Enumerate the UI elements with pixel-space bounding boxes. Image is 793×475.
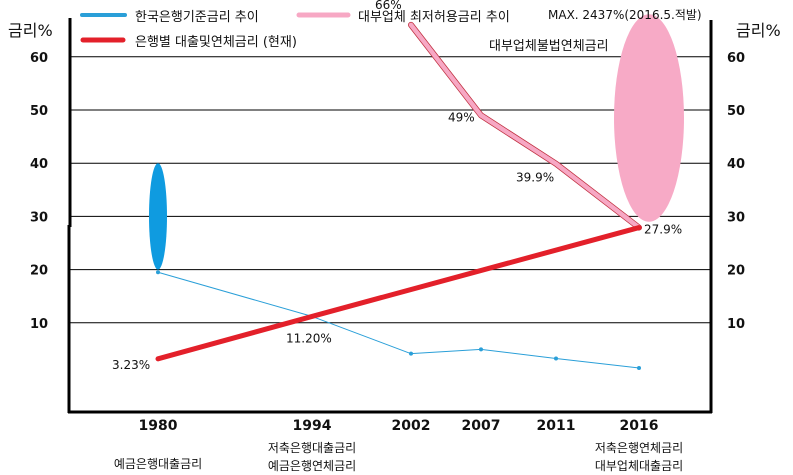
series-line-base-rate: [157, 271, 640, 369]
legend: 한국은행기준금리 추이 대부업체 최저허용금리 추이 은행별 대출및연체금리 (…: [80, 9, 510, 50]
x-tick-1994: 1994: [293, 418, 332, 434]
y-tick-right-40: 40: [727, 157, 745, 172]
highlight-ellipses: [149, 14, 684, 270]
series-lines: [155, 21, 642, 371]
y-tick-right-60: 60: [727, 51, 745, 66]
x-tick-2007: 2007: [462, 418, 501, 434]
label-lender-2011: 39.9%: [516, 171, 554, 185]
y-tick-left-30: 30: [30, 210, 48, 225]
max-annotation: MAX. 2437%(2016.5.적발): [548, 8, 702, 22]
base-rate-point-1980: [156, 270, 160, 275]
label-lender-2016: 27.9%: [644, 223, 682, 237]
note-1994-0: 저축은행대출금리: [268, 440, 356, 455]
label-lender-2002: 66%: [375, 0, 402, 12]
y-axis-title-right: 금리%: [736, 21, 781, 40]
series-line-lender-min-rate: [408, 22, 642, 230]
blue-range-ellipse: [149, 163, 167, 270]
pink-range-ellipse: [614, 14, 684, 222]
y-tick-right-10: 10: [727, 317, 745, 332]
y-tick-labels-left: 10 20 30 40 50 60: [30, 51, 48, 332]
y-tick-left-60: 60: [30, 51, 48, 66]
note-1994-1: 예금은행연체금리: [268, 458, 356, 473]
x-tick-2011: 2011: [537, 418, 576, 434]
y-tick-labels-right: 10 20 30 40 50 60: [727, 51, 745, 332]
data-labels: 66% 49% 39.9% 27.9% 3.23% 11.20%: [112, 0, 682, 372]
y-tick-right-50: 50: [727, 104, 745, 119]
label-lender-2007: 49%: [448, 110, 475, 124]
legend-label-pink: 대부업체 최저허용금리 추이: [358, 10, 510, 25]
base-rate-point-2011: [554, 356, 558, 361]
series-line-lender-min-rate-edge: [408, 21, 642, 231]
y-tick-left-10: 10: [30, 317, 48, 332]
label-bank-1980: 3.23%: [112, 358, 150, 372]
legend-label-blue: 한국은행기준금리 추이: [135, 9, 259, 25]
x-tick-2002: 2002: [392, 418, 431, 434]
series-line-bank-rate: [155, 225, 642, 362]
note-1980-0: 예금은행대출금리: [114, 456, 202, 471]
y-tick-right-20: 20: [727, 264, 745, 279]
y-axis-title-left: 금리%: [8, 21, 53, 40]
note-2016-1: 대부업체대출금리: [595, 459, 683, 473]
gridlines: [70, 56, 711, 324]
y-tick-left-40: 40: [30, 157, 48, 172]
legend-label-red: 은행별 대출및연체금리 (현재): [135, 34, 297, 50]
x-tick-labels: 1980 1994 2002 2007 2011 2016: [139, 418, 659, 434]
base-rate-point-2007: [479, 347, 483, 352]
x-tick-1980: 1980: [139, 418, 178, 434]
y-tick-right-30: 30: [727, 210, 745, 225]
y-tick-left-20: 20: [30, 264, 48, 279]
y-tick-left-50: 50: [30, 104, 48, 119]
base-rate-point-2002: [409, 351, 413, 356]
base-rate-point-2016: [637, 366, 641, 371]
note-2016-0: 저축은행연체금리: [595, 440, 683, 455]
illegal-rate-annotation: 대부업체불법연체금리: [489, 39, 609, 54]
label-bank-1994: 11.20%: [286, 331, 332, 345]
x-tick-2016: 2016: [620, 418, 659, 434]
